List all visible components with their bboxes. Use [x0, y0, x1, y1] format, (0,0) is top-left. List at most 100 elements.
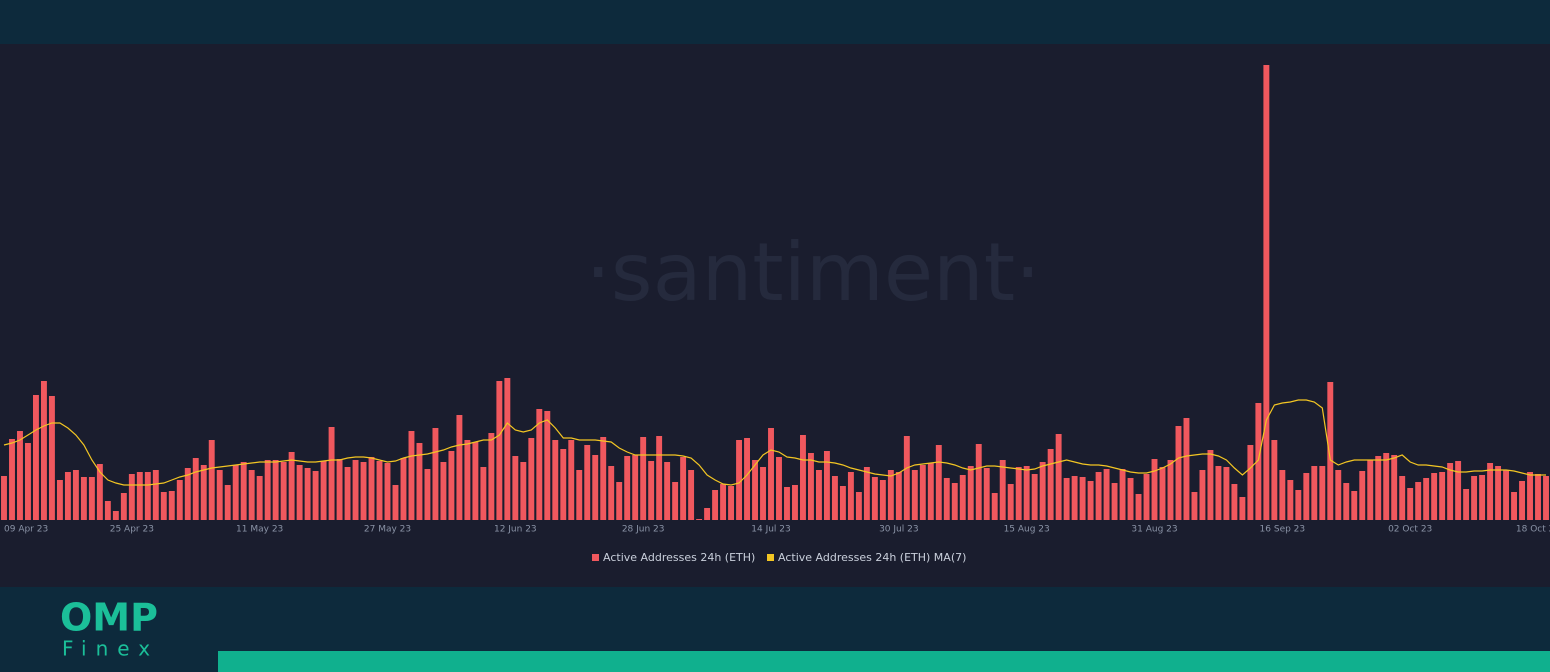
bar [584, 445, 591, 520]
bar [1279, 470, 1286, 520]
x-tick-label: 16 Sep 23 [1260, 525, 1306, 535]
bar [1367, 460, 1374, 520]
bar [672, 482, 679, 520]
bar [184, 468, 191, 520]
bar [64, 472, 71, 520]
bar [1503, 470, 1510, 520]
x-tick-label: 25 Apr 23 [110, 525, 154, 535]
bar [1407, 488, 1414, 520]
bar [919, 465, 926, 520]
bar [72, 470, 79, 520]
bar [320, 461, 327, 520]
bar [959, 475, 966, 520]
bar [943, 478, 950, 520]
bar [352, 460, 359, 520]
legend-label: Active Addresses 24h (ETH) MA(7) [778, 551, 966, 564]
bar [736, 440, 743, 520]
bar [96, 464, 103, 520]
bar [40, 381, 47, 520]
bar [280, 462, 287, 520]
bar [400, 458, 407, 520]
bar [1215, 466, 1222, 520]
bar [823, 451, 830, 520]
bar [1063, 478, 1070, 520]
bar [224, 485, 231, 520]
bar [1439, 472, 1446, 520]
bar [935, 445, 942, 520]
bar [1271, 440, 1278, 520]
bar [1375, 456, 1382, 520]
bar [384, 463, 391, 520]
bar [440, 462, 447, 520]
bar [1175, 426, 1182, 520]
bar [240, 462, 247, 520]
x-tick-label: 14 Jul 23 [751, 525, 791, 535]
bar [712, 490, 719, 520]
bar [991, 493, 998, 520]
legend-swatch [767, 554, 774, 561]
bar [688, 470, 695, 520]
bar [1159, 467, 1166, 520]
bar [664, 462, 671, 520]
bar [1143, 474, 1150, 520]
bar [336, 459, 343, 520]
bar [1183, 418, 1190, 520]
bar [1335, 470, 1342, 520]
bar [1535, 474, 1541, 520]
bar [1239, 497, 1246, 520]
bar [1543, 476, 1549, 520]
bar [128, 474, 135, 520]
bar [112, 511, 119, 520]
bar [776, 457, 782, 520]
bar [1111, 483, 1118, 520]
bar [136, 472, 143, 520]
bar [1, 476, 7, 520]
bar [1479, 475, 1486, 520]
bar [1199, 470, 1206, 520]
bar [1023, 466, 1030, 520]
x-tick-label: 27 May 23 [364, 525, 411, 535]
bar [1207, 450, 1214, 520]
footer-stripe [218, 651, 1550, 672]
x-tick-label: 18 Oct 23 [1516, 525, 1550, 535]
bar [176, 480, 183, 520]
bar [408, 431, 415, 520]
bar [568, 440, 575, 520]
bar [264, 460, 271, 520]
bar [975, 444, 982, 520]
bar [80, 477, 87, 520]
legend-swatch [592, 554, 599, 561]
bar [144, 472, 151, 520]
bar [472, 442, 479, 520]
bar [1447, 463, 1454, 520]
bar [592, 455, 599, 520]
bar [760, 467, 766, 520]
top-band [0, 0, 1550, 44]
bar [464, 440, 471, 520]
bar [903, 436, 910, 520]
bar [1311, 466, 1318, 520]
x-tick-label: 31 Aug 23 [1131, 525, 1177, 535]
bar [752, 460, 758, 520]
bar [25, 443, 31, 520]
bar [1471, 476, 1478, 520]
bar [1343, 483, 1350, 520]
bar [120, 493, 127, 520]
x-tick-label: 28 Jun 23 [622, 525, 665, 535]
bar [1087, 481, 1094, 520]
bar [576, 470, 583, 520]
bar [192, 458, 199, 520]
bar [536, 409, 543, 520]
bar [911, 470, 918, 520]
bar [248, 470, 255, 520]
bar [1167, 460, 1174, 520]
bar [1423, 478, 1430, 520]
bar [424, 469, 431, 520]
bar [1319, 466, 1326, 520]
bar [512, 456, 519, 520]
bar [1151, 459, 1158, 520]
bar [839, 486, 846, 520]
bar [296, 465, 303, 520]
x-tick-label: 15 Aug 23 [1004, 525, 1050, 535]
